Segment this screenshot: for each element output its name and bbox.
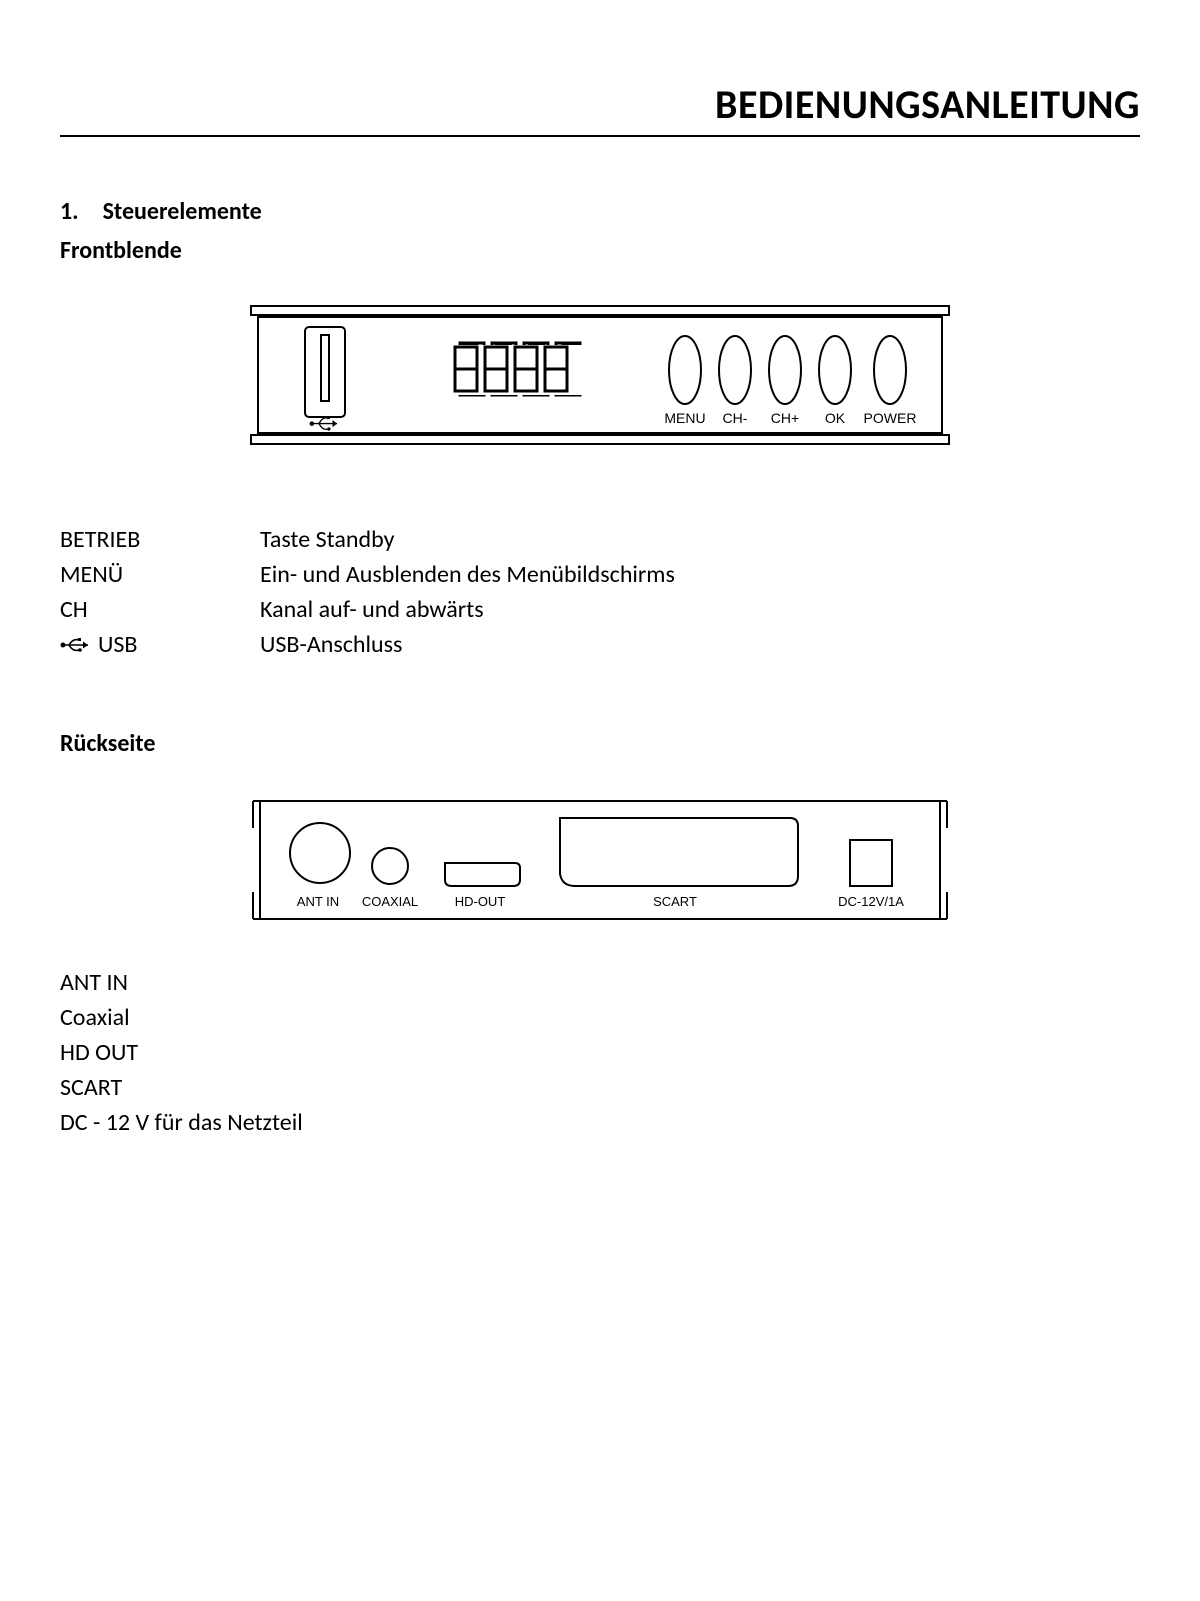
- term-menu: MENÜ: [60, 560, 260, 589]
- section-title: Steuerelemente: [103, 197, 262, 226]
- rear-list-item-0: ANT IN: [60, 968, 1140, 997]
- button-label-ch-minus: CH-: [723, 410, 748, 426]
- section-number: 1.: [60, 197, 79, 226]
- front-description-table: BETRIEB Taste Standby MENÜ Ein- und Ausb…: [60, 525, 1140, 659]
- port-coaxial: [372, 848, 408, 884]
- button-ch-minus: CH-: [719, 336, 751, 426]
- desc-row-menu: MENÜ Ein- und Ausblenden des Menübildsch…: [60, 560, 1140, 589]
- rear-panel-heading: Rückseite: [60, 729, 1140, 758]
- term-ch: CH: [60, 595, 260, 624]
- term-betrieb: BETRIEB: [60, 525, 260, 554]
- front-panel-svg: 8888: [250, 305, 950, 455]
- port-dc: [850, 840, 892, 886]
- usb-icon: [60, 637, 92, 653]
- rear-list-item-3: SCART: [60, 1073, 1140, 1102]
- section-heading: 1. Steuerelemente: [60, 197, 1140, 226]
- label-ant-in: ANT IN: [297, 894, 339, 909]
- port-scart: [560, 818, 798, 886]
- button-label-ok: OK: [825, 410, 846, 426]
- page-title: BEDIENUNGSANLEITUNG: [715, 80, 1140, 129]
- def-usb: USB-Anschluss: [260, 630, 1140, 659]
- term-usb-text: USB: [98, 630, 137, 659]
- top-rail: [251, 306, 949, 315]
- button-label-ch-plus: CH+: [771, 410, 799, 426]
- desc-row-ch: CH Kanal auf- und abwärts: [60, 595, 1140, 624]
- front-panel-heading: Frontblende: [60, 236, 1140, 265]
- usb-slot-inner: [321, 335, 329, 401]
- rear-list-item-2: HD OUT: [60, 1038, 1140, 1067]
- label-hd-out: HD-OUT: [455, 894, 506, 909]
- label-dc: DC-12V/1A: [838, 894, 904, 909]
- desc-row-usb: USB USB-Anschluss: [60, 630, 1140, 659]
- desc-row-betrieb: BETRIEB Taste Standby: [60, 525, 1140, 554]
- page-header: BEDIENUNGSANLEITUNG: [60, 80, 1140, 137]
- rear-list-item-1: Coaxial: [60, 1003, 1140, 1032]
- label-scart: SCART: [653, 894, 697, 909]
- def-ch: Kanal auf- und abwärts: [260, 595, 1140, 624]
- rear-list-item-4: DC - 12 V für das Netzteil: [60, 1108, 1140, 1137]
- term-usb: USB: [60, 630, 260, 659]
- port-hd-out: [445, 863, 520, 886]
- label-coaxial: COAXIAL: [362, 894, 418, 909]
- def-menu: Ein- und Ausblenden des Menübildschirms: [260, 560, 1140, 589]
- bottom-rail: [251, 435, 949, 444]
- rear-panel-svg: ANT IN COAXIAL HD-OUT SCART DC-12V/1A: [250, 798, 950, 928]
- def-betrieb: Taste Standby: [260, 525, 1140, 554]
- port-ant-in: [290, 823, 350, 883]
- rear-panel-diagram: ANT IN COAXIAL HD-OUT SCART DC-12V/1A: [60, 798, 1140, 928]
- button-label-power: POWER: [864, 410, 917, 426]
- rear-list: ANT IN Coaxial HD OUT SCART DC - 12 V fü…: [60, 968, 1140, 1137]
- front-panel-diagram: 8888: [60, 305, 1140, 455]
- button-ch-plus: CH+: [769, 336, 801, 426]
- button-label-menu: MENU: [664, 410, 705, 426]
